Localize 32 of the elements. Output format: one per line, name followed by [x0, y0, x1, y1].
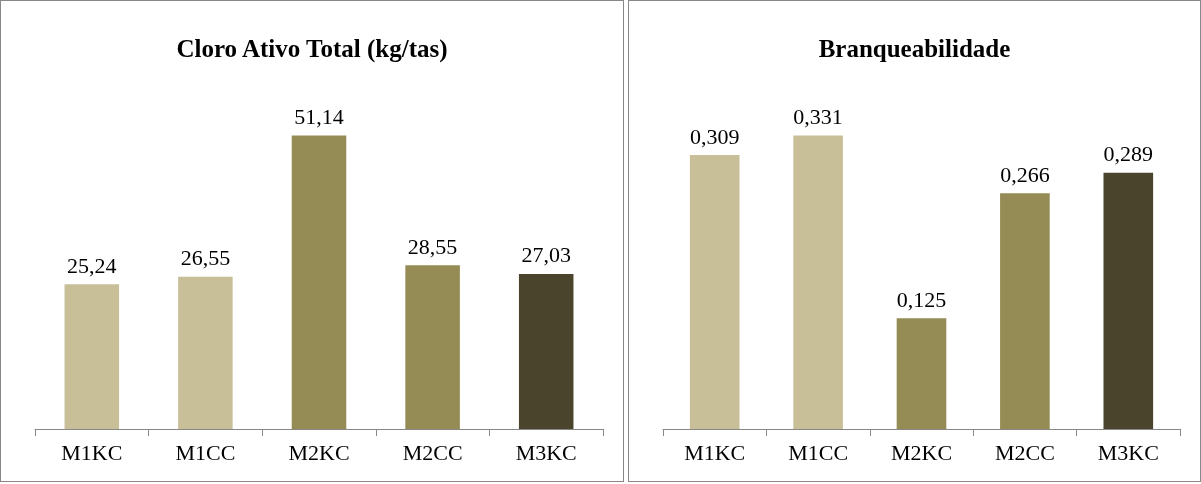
bar [291, 135, 347, 429]
bar [405, 265, 460, 429]
bar [793, 135, 843, 429]
x-tick-label: M1KC [61, 439, 123, 465]
x-tick-label: M3KC [515, 439, 577, 465]
x-tick-label: M3KC [1097, 439, 1159, 465]
x-tick-label: M1CC [788, 439, 849, 465]
bar [689, 155, 740, 429]
x-tick-label: M1KC [684, 439, 746, 465]
x-tick-label: M2CC [402, 439, 463, 465]
data-label: 0,289 [1103, 141, 1154, 167]
bar [1103, 172, 1154, 429]
data-label: 0,266 [1000, 161, 1050, 187]
bar [896, 318, 947, 429]
x-tick-label: M2CC [994, 439, 1055, 465]
data-label: 0,309 [689, 123, 740, 149]
data-label: 28,55 [407, 233, 458, 259]
data-label: 25,24 [67, 252, 117, 278]
data-label: 27,03 [521, 242, 571, 268]
bar [178, 276, 233, 429]
x-tick-label: M2KC [890, 439, 953, 465]
data-label: 0,331 [793, 104, 843, 130]
bar [518, 273, 574, 429]
data-label: 51,14 [294, 104, 344, 130]
data-label: 26,55 [180, 245, 231, 271]
chart-title: Cloro Ativo Total (kg/tas) [176, 35, 448, 63]
bar [64, 284, 120, 429]
x-tick-label: M2KC [288, 439, 350, 465]
x-tick-label: M1CC [175, 439, 236, 465]
chart-title: Branqueabilidade [818, 35, 1011, 62]
bar [1000, 193, 1050, 429]
data-label: 0,125 [896, 286, 947, 312]
